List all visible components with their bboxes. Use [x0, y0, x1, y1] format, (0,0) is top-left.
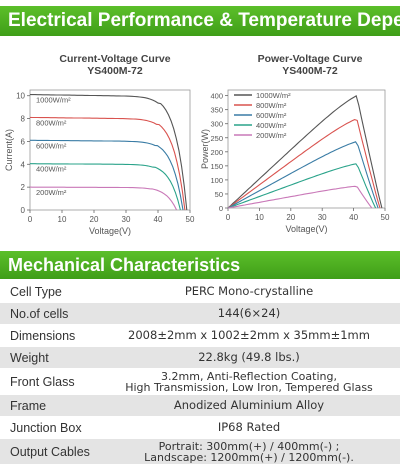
pv-legend-label: 800W/m²	[256, 101, 287, 110]
pv-y-tick-label: 350	[210, 106, 223, 115]
spec-value-line1: 144(6×24)	[217, 306, 281, 320]
iv-x-tick-label: 40	[154, 215, 163, 224]
iv-x-tick-label: 50	[186, 215, 195, 224]
mechanical-characteristics-banner: Mechanical Characteristics	[0, 251, 400, 279]
iv-x-tick-label: 0	[28, 215, 33, 224]
spec-value: 2008±2mm x 1002±2mm x 35mm±1mm	[102, 328, 400, 342]
pv-plot-frame	[227, 89, 386, 209]
pv-legend-label: 400W/m²	[256, 121, 287, 130]
iv-series-line	[30, 139, 184, 211]
iv-series-line	[30, 163, 181, 211]
spec-key: Frame	[10, 398, 47, 413]
pv-x-axis-label: Voltage(V)	[285, 224, 327, 234]
pv-chart-title-line1: Power-Voltage Curve	[257, 53, 363, 65]
iv-y-tick-label: 10	[16, 92, 25, 101]
spec-value-line1: 22.8kg (49.8 lbs.)	[198, 350, 300, 364]
iv-chart: 0 10 20 30 40 50 0 2 4 6 8 10 Voltage(V) Current(A) 10…	[4, 89, 195, 236]
iv-y-axis-label: Current(A)	[4, 129, 14, 171]
iv-y-tick-label: 0	[21, 206, 26, 215]
spec-value: PERC Mono-crystalline	[102, 284, 400, 298]
iv-series-label: 200W/m²	[36, 188, 67, 197]
pv-chart-title-line2: YS400M-72	[282, 65, 338, 77]
spec-value-line1: IP68 Rated	[217, 420, 281, 434]
spec-key: No.of cells	[10, 306, 69, 321]
iv-x-tick-label: 20	[90, 215, 99, 224]
pv-y-axis-label: Power(W)	[200, 129, 210, 169]
pv-legend-label: 600W/m²	[256, 111, 287, 120]
pv-chart: 0 10 20 30 40 50 0 50 100 150 200 250 300 350 400 Volta…	[200, 89, 390, 234]
pv-legend-label: 200W/m²	[256, 131, 287, 140]
spec-value: Portrait: 300mm(+) / 400mm(-) ; Landscape…	[102, 441, 400, 463]
spec-value-line2: Landscape: 1200mm(+) / 1200mm(-).	[144, 450, 354, 464]
spec-row: Junction Box IP68 Rated	[0, 417, 400, 439]
spec-key: Dimensions	[10, 328, 76, 343]
spec-key: Front Glass	[10, 374, 75, 389]
spec-row: Frame Anodized Aluminium Alloy	[0, 395, 400, 417]
spec-value: 22.8kg (49.8 lbs.)	[102, 350, 400, 364]
spec-value-line1: Anodized Aluminium Alloy	[173, 398, 325, 412]
pv-y-tick-label: 0	[219, 204, 223, 213]
spec-value: 3.2mm, Anti-Reflection Coating, High Tran…	[102, 371, 400, 393]
iv-x-axis-label: Voltage(V)	[89, 226, 131, 236]
pv-x-tick-label: 50	[381, 213, 390, 222]
pv-y-tick-label: 100	[210, 176, 223, 185]
spec-row: Dimensions 2008±2mm x 1002±2mm x 35mm±1mm	[0, 325, 400, 347]
pv-series-line	[227, 163, 377, 209]
pv-chart-title: Power-Voltage Curve YS400M-72	[225, 53, 395, 77]
pv-x-tick-label: 40	[349, 213, 358, 222]
spec-value-line1: Portrait: 300mm(+) / 400mm(-) ;	[158, 439, 340, 453]
spec-key: Cell Type	[10, 284, 62, 299]
spec-value-line1: 3.2mm, Anti-Reflection Coating,	[161, 369, 337, 383]
pv-series-line	[227, 185, 373, 209]
spec-value: IP68 Rated	[102, 420, 400, 434]
iv-series-label: 1000W/m²	[36, 96, 71, 105]
pv-y-tick-label: 150	[210, 162, 223, 171]
pv-y-tick-label: 200	[210, 148, 223, 157]
iv-series-label: 800W/m²	[36, 118, 67, 127]
iv-y-tick-label: 2	[21, 183, 26, 192]
iv-series-line	[29, 116, 186, 211]
pv-y-tick-label: 300	[210, 120, 223, 129]
iv-series-line	[30, 94, 188, 211]
spec-value-line1: PERC Mono-crystalline	[184, 284, 314, 298]
pv-series-line	[227, 141, 379, 209]
electrical-performance-banner: Electrical Performance & Temperature Dep…	[0, 6, 400, 36]
pv-series-line	[227, 95, 383, 209]
spec-row: Cell Type PERC Mono-crystalline	[0, 281, 400, 303]
pv-x-tick-label: 30	[318, 213, 327, 222]
spec-value-line1: 2008±2mm x 1002±2mm x 35mm±1mm	[128, 328, 370, 342]
spec-key: Junction Box	[10, 420, 82, 435]
iv-chart-title: Current-Voltage Curve YS400M-72	[30, 53, 200, 77]
spec-row: Front Glass 3.2mm, Anti-Reflection Coatin…	[0, 369, 400, 395]
pv-y-tick-label: 50	[215, 190, 223, 199]
pv-y-tick-label: 400	[210, 92, 223, 101]
iv-series-label: 400W/m²	[36, 165, 67, 174]
spec-row: Weight 22.8kg (49.8 lbs.)	[0, 347, 400, 369]
pv-x-tick-label: 10	[255, 213, 264, 222]
iv-y-tick-label: 4	[21, 160, 26, 169]
iv-chart-title-line2: YS400M-72	[87, 65, 143, 77]
iv-series-label: 600W/m²	[36, 141, 67, 150]
spec-row: No.of cells 144(6×24)	[0, 303, 400, 325]
pv-x-tick-label: 0	[226, 213, 231, 222]
pv-x-tick-label: 20	[286, 213, 295, 222]
iv-series-line	[29, 186, 178, 211]
spec-key: Output Cables	[10, 444, 90, 459]
iv-y-tick-label: 6	[21, 137, 26, 146]
spec-value: Anodized Aluminium Alloy	[102, 398, 400, 412]
pv-legend-label: 1000W/m²	[256, 91, 291, 100]
pv-series-line	[227, 119, 381, 209]
iv-x-tick-label: 10	[58, 215, 67, 224]
spec-value: 144(6×24)	[102, 306, 400, 320]
spec-row: Output Cables Portrait: 300mm(+) / 400mm(…	[0, 439, 400, 465]
spec-key: Weight	[10, 350, 49, 365]
pv-y-tick-label: 250	[210, 134, 223, 143]
iv-x-tick-label: 30	[122, 215, 131, 224]
spec-value-line2: High Transmission, Low Iron, Tempered Gl…	[125, 380, 373, 394]
iv-chart-title-line1: Current-Voltage Curve	[59, 53, 171, 65]
iv-y-tick-label: 8	[21, 115, 26, 124]
iv-plot-frame	[29, 89, 191, 211]
